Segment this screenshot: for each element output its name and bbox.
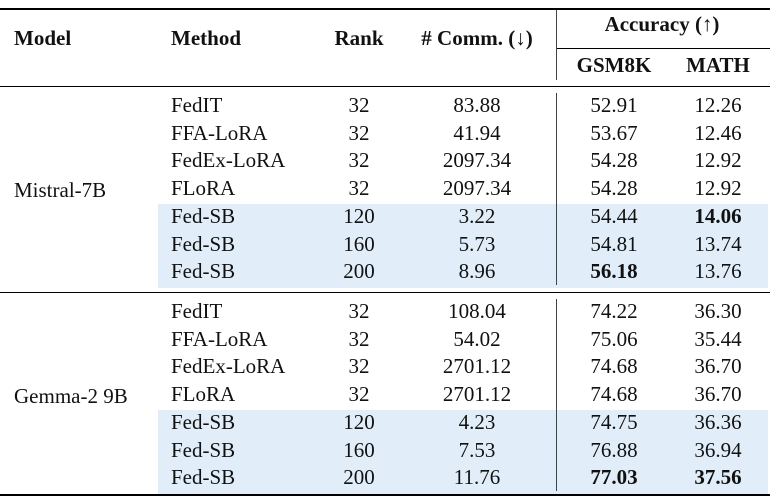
cell-rank: 32 — [348, 176, 370, 201]
header-model: Model — [14, 26, 72, 50]
cell-comm: 83.88 — [453, 93, 501, 117]
cell-math: 13.74 — [694, 231, 742, 256]
header-rank: Rank — [334, 26, 384, 50]
accuracy-separator — [556, 93, 557, 285]
cell-math: 37.56 — [694, 465, 742, 490]
caption-fragment — [0, 0, 770, 6]
cell-gsm8k: 53.67 — [590, 120, 638, 145]
model-name: Gemma-2 9B — [14, 383, 128, 408]
header-comm: # Comm. (↓) — [421, 26, 533, 50]
cell-math: 35.44 — [694, 326, 742, 351]
cell-gsm8k: 76.88 — [590, 437, 638, 462]
cell-comm: 41.94 — [453, 120, 501, 145]
header-separator — [556, 10, 557, 80]
cell-method: FFA-LoRA — [171, 326, 268, 351]
cell-gsm8k: 74.75 — [590, 409, 638, 434]
cell-method: FFA-LoRA — [171, 120, 268, 145]
fed-sb-highlight — [158, 409, 768, 494]
cell-math: 36.36 — [694, 409, 742, 434]
cell-comm: 54.02 — [453, 326, 501, 351]
cell-method: Fed-SB — [171, 259, 236, 284]
cell-math: 12.26 — [694, 93, 742, 117]
cell-rank: 32 — [348, 120, 370, 145]
cell-comm: 3.22 — [458, 203, 496, 228]
cell-method: Fed-SB — [171, 465, 236, 490]
cell-comm: 2701.12 — [442, 382, 512, 407]
cell-rank: 32 — [348, 299, 370, 323]
cell-gsm8k: 75.06 — [590, 326, 638, 351]
cell-comm: 2701.12 — [442, 354, 512, 379]
cell-comm: 11.76 — [453, 465, 501, 490]
cell-method: Fed-SB — [171, 203, 236, 228]
cell-gsm8k: 54.81 — [590, 231, 638, 256]
header-bottom-rule — [0, 86, 770, 87]
cell-math: 36.30 — [694, 299, 742, 323]
cell-rank: 32 — [348, 326, 370, 351]
cell-comm: 8.96 — [458, 259, 496, 284]
cell-method: FLoRA — [171, 382, 236, 407]
cell-rank: 160 — [343, 231, 375, 256]
accuracy-underline — [556, 48, 770, 49]
cell-rank: 32 — [348, 93, 370, 117]
cell-gsm8k: 52.91 — [590, 93, 638, 117]
cell-rank: 32 — [348, 382, 370, 407]
header-gsm8k: GSM8K — [576, 53, 652, 77]
cell-method: Fed-SB — [171, 409, 236, 434]
accuracy-separator — [556, 299, 557, 491]
cell-rank: 32 — [348, 148, 370, 173]
cell-math: 12.92 — [694, 176, 742, 201]
cell-math: 13.76 — [694, 259, 742, 284]
cell-method: Fed-SB — [171, 437, 236, 462]
cell-gsm8k: 74.68 — [590, 354, 638, 379]
header-math: MATH — [686, 53, 750, 77]
cell-rank: 200 — [343, 465, 375, 490]
cell-method: FedIT — [171, 93, 223, 117]
cell-comm: 4.23 — [458, 409, 496, 434]
fed-sb-highlight — [158, 203, 768, 288]
cell-method: FedIT — [171, 299, 223, 323]
bottom-rule — [0, 494, 770, 496]
cell-method: FLoRA — [171, 176, 236, 201]
cell-gsm8k: 54.44 — [590, 203, 638, 228]
top-rule — [0, 8, 770, 10]
cell-rank: 200 — [343, 259, 375, 284]
cell-rank: 120 — [343, 203, 375, 228]
cell-rank: 160 — [343, 437, 375, 462]
cell-rank: 120 — [343, 409, 375, 434]
cell-gsm8k: 74.68 — [590, 382, 638, 407]
cell-method: FedEx-LoRA — [171, 148, 286, 173]
cell-method: Fed-SB — [171, 231, 236, 256]
cell-math: 36.70 — [694, 382, 742, 407]
cell-gsm8k: 54.28 — [590, 176, 638, 201]
cell-math: 12.92 — [694, 148, 742, 173]
cell-gsm8k: 54.28 — [590, 148, 638, 173]
cell-math: 36.94 — [694, 437, 742, 462]
group-separator-rule — [0, 292, 770, 293]
cell-rank: 32 — [348, 354, 370, 379]
header-method: Method — [171, 26, 241, 50]
cell-gsm8k: 74.22 — [590, 299, 638, 323]
cell-method: FedEx-LoRA — [171, 354, 286, 379]
cell-gsm8k: 56.18 — [590, 259, 638, 284]
cell-comm: 2097.34 — [442, 176, 512, 201]
model-name: Mistral-7B — [14, 177, 107, 202]
cell-comm: 5.73 — [458, 231, 496, 256]
cell-math: 36.70 — [694, 354, 742, 379]
cell-math: 12.46 — [694, 120, 742, 145]
cell-math: 14.06 — [694, 203, 742, 228]
cell-comm: 2097.34 — [442, 148, 512, 173]
cell-comm: 108.04 — [448, 299, 506, 323]
cell-comm: 7.53 — [458, 437, 496, 462]
header-accuracy: Accuracy (↑) — [604, 12, 720, 36]
cell-gsm8k: 77.03 — [590, 465, 638, 490]
